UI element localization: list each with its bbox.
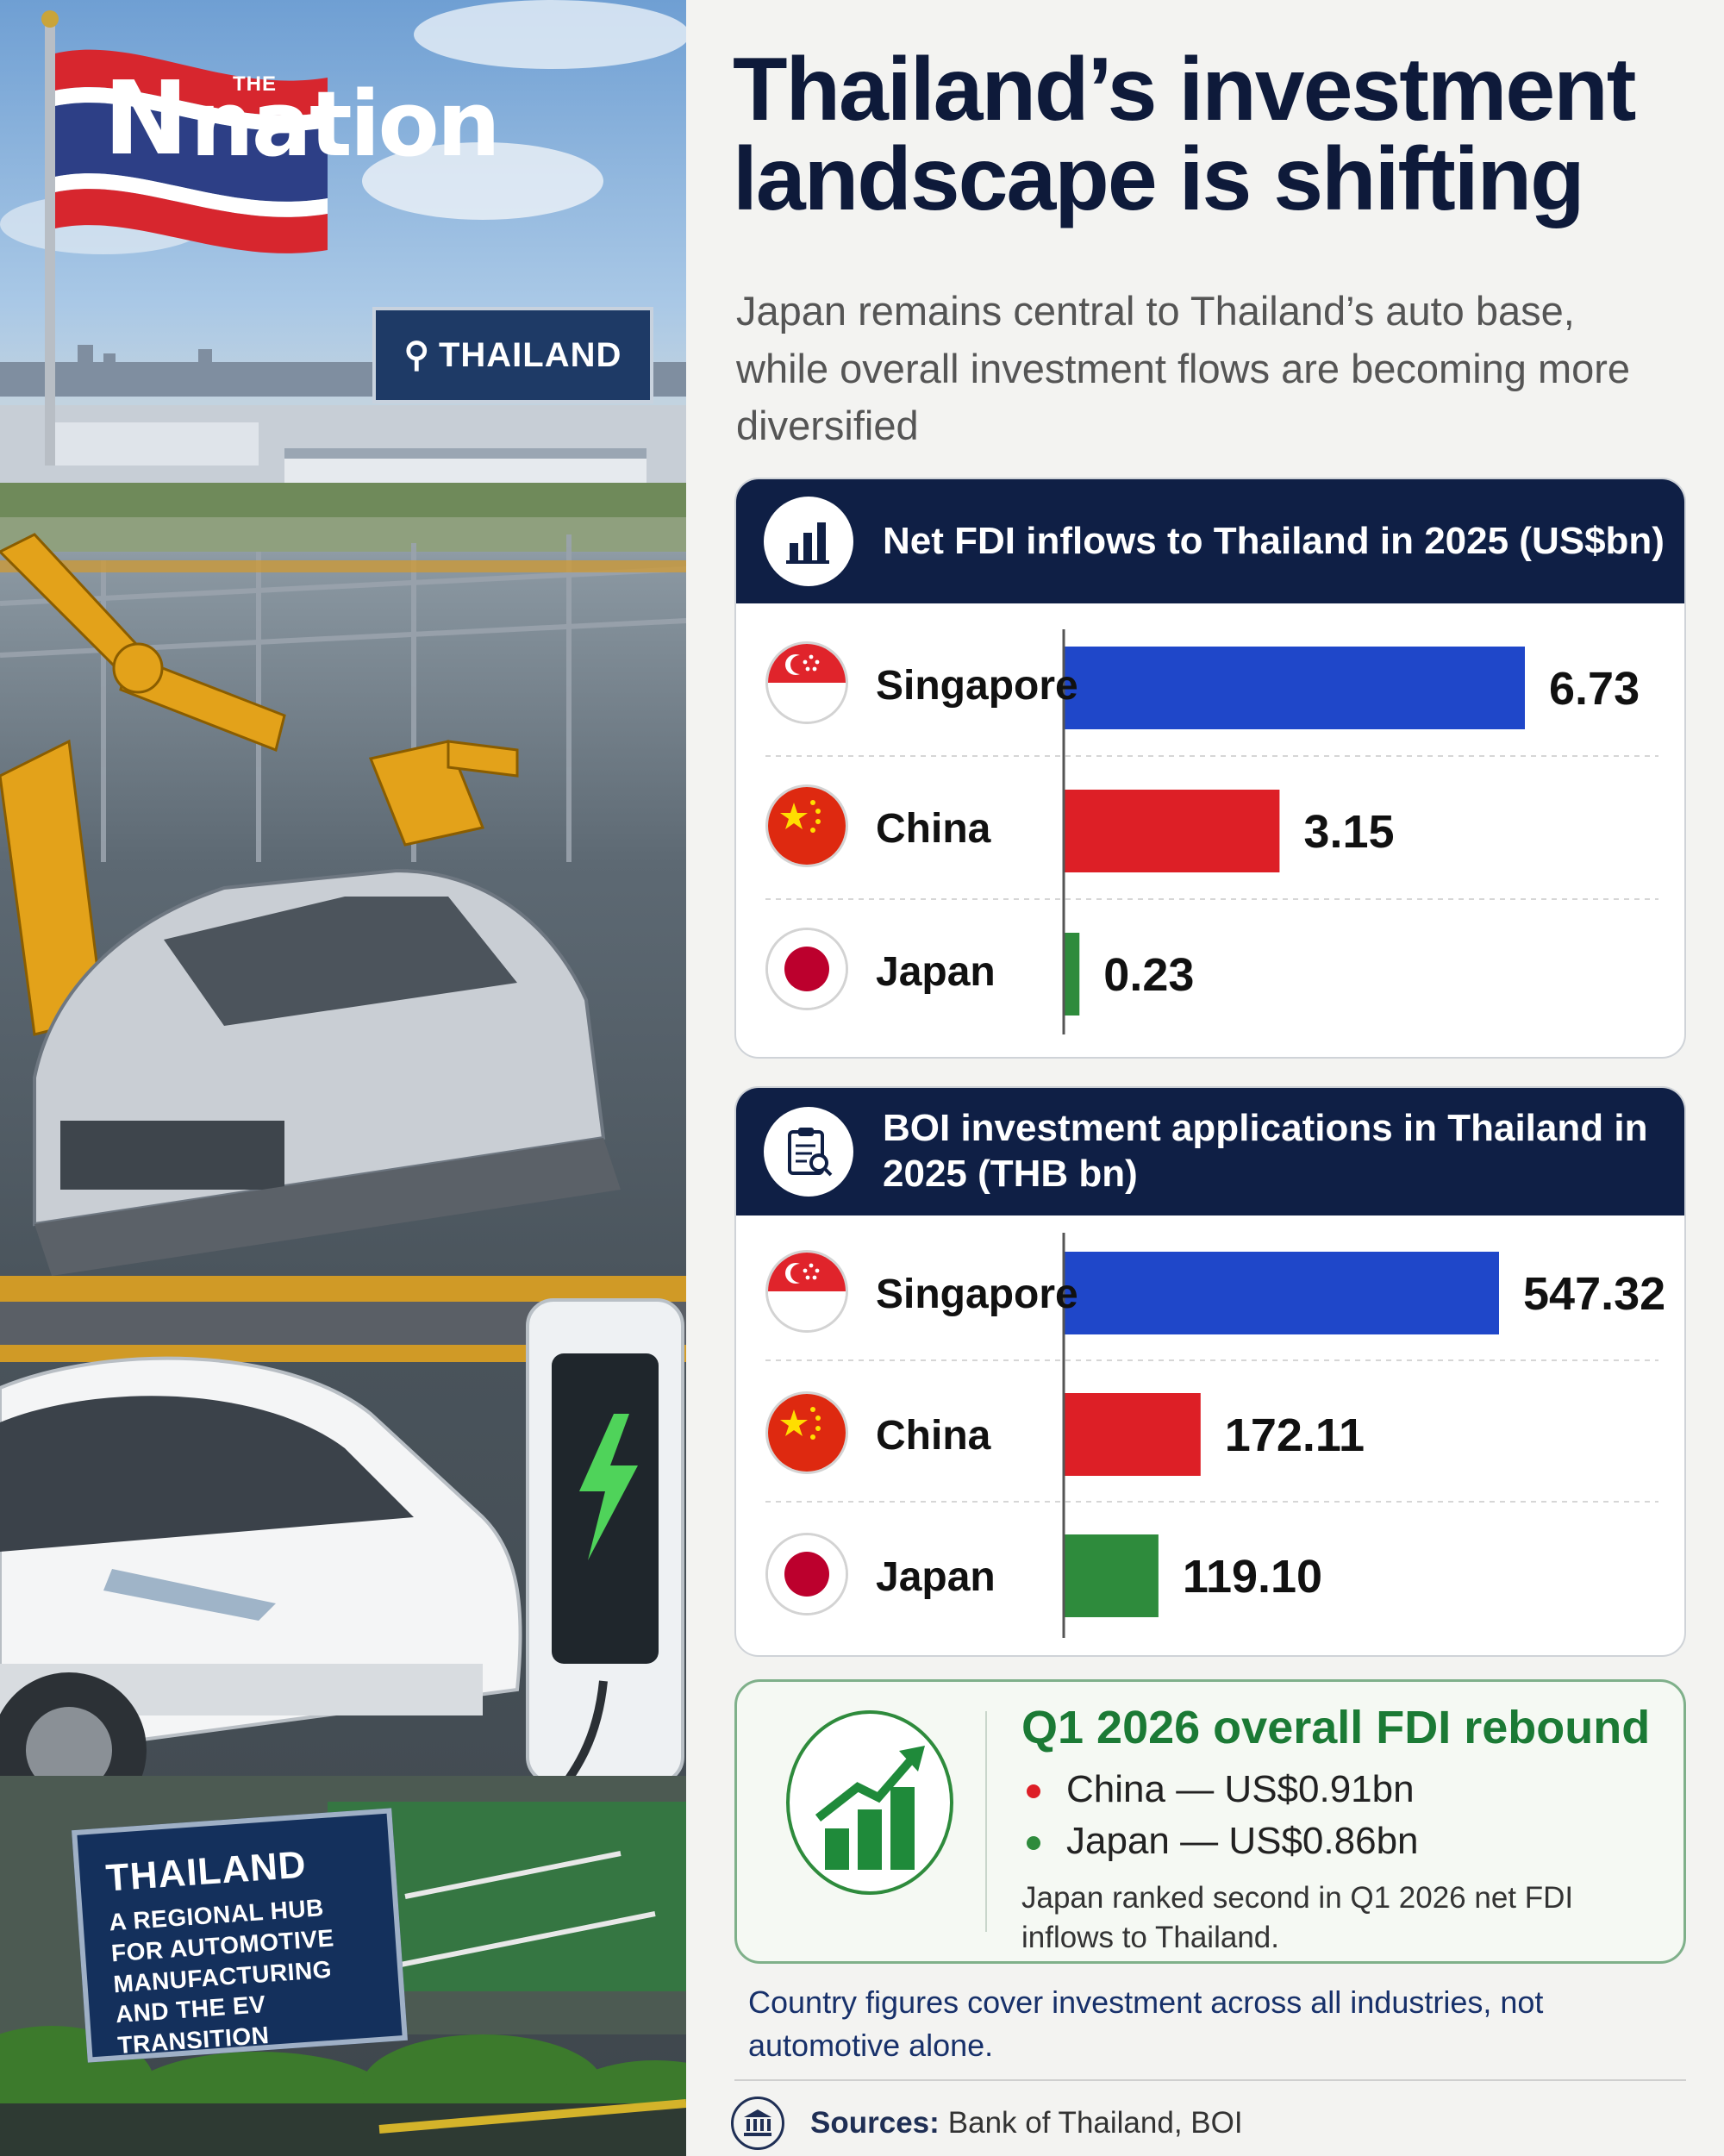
bar-china xyxy=(1064,790,1280,872)
brand-logo: N THE nation xyxy=(103,59,501,178)
category-label: Japan xyxy=(876,949,996,995)
bar-area: 6.73 3.15 0.23 Singapore China Japan xyxy=(736,603,1684,1057)
china-flag-icon xyxy=(765,784,848,867)
divider xyxy=(734,2079,1686,2081)
data-label: 547.32 xyxy=(1523,1268,1665,1320)
subtitle: Japan remains central to Thailand’s auto… xyxy=(736,288,1631,449)
clipboard-icon xyxy=(764,1107,853,1197)
sources: Sources: Bank of Thailand, BOI xyxy=(731,2097,1243,2150)
rebound-box: Q1 2026 overall FDI rebound China — US$0… xyxy=(734,1679,1686,1964)
logo-wordmark: nation xyxy=(190,72,501,177)
rebound-item-japan: Japan — US$0.86bn xyxy=(1027,1820,1419,1863)
data-label: 6.73 xyxy=(1549,663,1640,715)
fdi-bar-chart: 6.73 3.15 0.23 xyxy=(765,629,1658,1034)
rebound-title: Q1 2026 overall FDI rebound xyxy=(1021,1702,1651,1753)
boi-bar-chart: 547.32 172.11 119.10 xyxy=(765,1233,1665,1638)
headline-line: Thailand’s investment xyxy=(733,40,1636,140)
hub-sign: THAILAND A REGIONAL HUB FOR AUTOMOTIVE M… xyxy=(72,1808,408,2063)
japan-flag-icon xyxy=(765,928,848,1010)
green-dot-icon xyxy=(1027,1836,1040,1851)
headline: Thailand’s investment landscape is shift… xyxy=(733,40,1636,229)
data-label: 3.15 xyxy=(1303,806,1394,858)
singapore-flag-icon xyxy=(765,641,848,724)
sources-label: Sources: xyxy=(810,2106,940,2140)
bar-singapore xyxy=(1064,647,1525,729)
category-label: Singapore xyxy=(876,663,1078,709)
chart-title: Net FDI inflows to Thailand in 2025 (US$… xyxy=(883,519,1665,562)
boi-chart-card: BOI investment applications in Thailand … xyxy=(734,1086,1686,1657)
rebound-item-china: China — US$0.91bn xyxy=(1027,1768,1415,1811)
japan-flag-icon xyxy=(765,1533,848,1615)
footnote: Country figures cover investment across … xyxy=(748,1984,1544,2064)
red-dot-icon xyxy=(1027,1784,1040,1799)
bank-building-icon xyxy=(731,2097,784,2150)
data-label: 119.10 xyxy=(1183,1551,1322,1603)
bar-singapore xyxy=(1064,1252,1499,1334)
fdi-chart-card: Net FDI inflows to Thailand in 2025 (US$… xyxy=(734,478,1686,1059)
rebound-item-text: Japan — US$0.86bn xyxy=(1066,1820,1419,1862)
rebound-item-text: China — US$0.91bn xyxy=(1066,1768,1415,1810)
location-pin-icon: ⚲ xyxy=(403,336,430,374)
illustration-panel: N THE nation ⚲ THAILAND THAILAND A REGIO… xyxy=(0,0,686,2156)
chart-header: Net FDI inflows to Thailand in 2025 (US$… xyxy=(736,479,1684,603)
sources-text: Bank of Thailand, BOI xyxy=(947,2106,1243,2140)
chart-header: BOI investment applications in Thailand … xyxy=(736,1088,1684,1215)
growth-chart-icon xyxy=(784,1708,956,1897)
china-flag-icon xyxy=(765,1391,848,1474)
divider xyxy=(985,1711,987,1932)
logo-the: THE xyxy=(233,72,277,96)
factory-illustration xyxy=(0,0,686,2156)
bar-china xyxy=(1064,1393,1201,1476)
bar-area: 547.32 172.11 119.10 Singapore China Japan xyxy=(736,1215,1684,1655)
bar-japan xyxy=(1064,1534,1159,1617)
category-label: China xyxy=(876,806,991,852)
singapore-flag-icon xyxy=(765,1250,848,1333)
bar-chart-icon xyxy=(764,497,853,586)
rebound-note: Japan ranked second in Q1 2026 net FDI i… xyxy=(1021,1881,1574,1954)
bar-japan xyxy=(1064,933,1080,1016)
category-label: China xyxy=(876,1413,991,1459)
location-sign: ⚲ THAILAND xyxy=(372,307,653,403)
chart-title: BOI investment applications in Thailand … xyxy=(883,1107,1648,1195)
headline-line: landscape is shifting xyxy=(733,129,1585,229)
category-label: Singapore xyxy=(876,1272,1078,1317)
category-label: Japan xyxy=(876,1554,996,1600)
logo-mark: N xyxy=(103,59,189,178)
data-label: 172.11 xyxy=(1225,1409,1365,1461)
location-sign-label: THAILAND xyxy=(438,335,622,374)
data-label: 0.23 xyxy=(1103,949,1194,1001)
